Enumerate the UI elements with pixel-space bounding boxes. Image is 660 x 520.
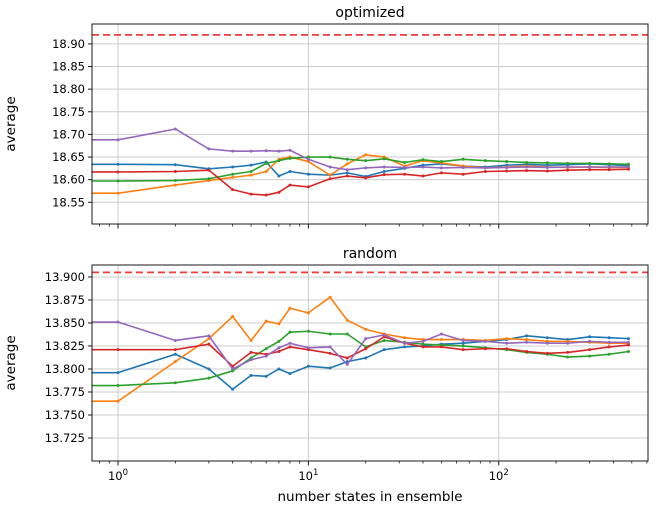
y-tick-label: 13.850 [45, 316, 85, 330]
axes-frame [91, 23, 649, 225]
y-tick-label: 18.60 [52, 173, 85, 187]
series-line-run-4 [91, 168, 630, 196]
x-axis-label: number states in ensemble [277, 489, 462, 505]
y-tick-label: 13.775 [45, 385, 85, 399]
y-tick-label: 13.750 [45, 408, 85, 422]
y-tick-label: 18.75 [52, 105, 85, 119]
series-line-run-4 [91, 335, 630, 368]
top-chart-y-axis-label: average [3, 96, 19, 151]
series-line-run-5 [91, 321, 630, 370]
series-line-run-5 [91, 128, 630, 171]
series-line-run-3 [91, 156, 630, 182]
series-markers-run-3 [116, 155, 630, 183]
series-line-run-1 [91, 335, 630, 391]
y-tick-label: 13.800 [45, 362, 85, 376]
x-tick-label: 102 [489, 468, 509, 483]
axes-frame [91, 264, 649, 462]
bottom-chart-title: random [343, 246, 397, 262]
top-chart-plot-area: 18.55 18.60 18.65 18.70 18.75 18.80 18.85 18.90 [52, 23, 649, 229]
y-tick-label: 13.725 [45, 431, 85, 445]
series-line-run-1 [91, 161, 630, 178]
y-tick-label: 18.80 [52, 82, 85, 96]
y-tick-label: 18.90 [52, 37, 85, 51]
series-markers-run-4 [116, 167, 630, 197]
y-tick-label: 18.65 [52, 150, 85, 164]
series-markers-run-5 [116, 320, 630, 371]
y-tick-label: 13.900 [45, 270, 85, 284]
top-chart-title: optimized [335, 5, 404, 21]
bottom-chart-y-axis-label: average [3, 335, 19, 390]
y-axis-ticks: 13.725 13.750 13.775 13.800 13.825 13.850 13.8… [45, 270, 92, 445]
bottom-chart-plot-area: 13.725 13.750 13.775 13.800 13.825 13.850 13.8… [45, 264, 649, 483]
x-tick-label: 100 [108, 468, 128, 483]
x-axis-ticks [99, 224, 648, 229]
x-axis-ticks: 100 101 102 [99, 461, 648, 483]
grid-lines [92, 24, 648, 224]
y-axis-ticks: 18.55 18.60 18.65 18.70 18.75 18.80 18.85 18.90 [52, 37, 92, 209]
y-tick-label: 13.875 [45, 293, 85, 307]
y-tick-label: 18.70 [52, 127, 85, 141]
series-line-run-2 [91, 296, 630, 402]
x-tick-label: 101 [298, 468, 318, 483]
y-tick-label: 18.85 [52, 60, 85, 74]
grid-lines [92, 265, 648, 461]
y-tick-label: 13.825 [45, 339, 85, 353]
y-tick-label: 18.55 [52, 195, 85, 209]
series-markers-run-5 [116, 127, 630, 172]
